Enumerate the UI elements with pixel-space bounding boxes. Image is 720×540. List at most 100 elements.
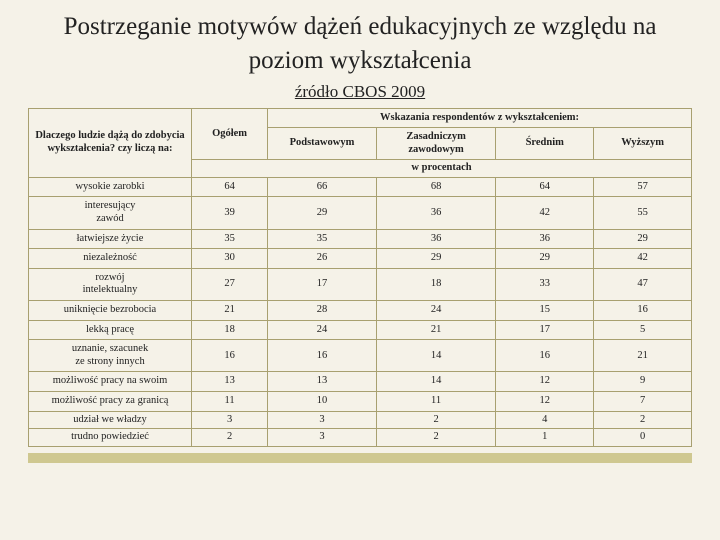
question-header: Dlaczego ludzie dążą do zdobycia wykszta… [29, 108, 192, 177]
table-row: lekką pracę182421175 [29, 320, 692, 340]
cell-value: 15 [496, 301, 594, 321]
cell-value: 36 [496, 229, 594, 249]
cell-value: 7 [594, 392, 692, 412]
cell-value: 26 [268, 249, 377, 269]
cell-value: 11 [192, 392, 268, 412]
cell-value: 28 [268, 301, 377, 321]
col-header-podstawowym: Podstawowym [268, 128, 377, 160]
cell-value: 0 [594, 429, 692, 447]
col-header-zasadniczym: Zasadniczym zawodowym [376, 128, 496, 160]
cell-value: 39 [192, 197, 268, 229]
cell-value: 14 [376, 340, 496, 372]
slide: Postrzeganie motywów dążeń edukacyjnych … [0, 0, 720, 540]
table-row: wysokie zarobki6466686457 [29, 177, 692, 197]
col-header-srednim: Średnim [496, 128, 594, 160]
table-row: trudno powiedzieć23210 [29, 429, 692, 447]
cell-value: 29 [376, 249, 496, 269]
header-row-1: Dlaczego ludzie dążą do zdobycia wykszta… [29, 108, 692, 128]
table-row: niezależność3026292942 [29, 249, 692, 269]
row-label: możliwość pracy za granicą [29, 392, 192, 412]
cell-value: 64 [496, 177, 594, 197]
cell-value: 4 [496, 411, 594, 429]
row-label: udział we władzy [29, 411, 192, 429]
cell-value: 57 [594, 177, 692, 197]
cell-value: 42 [496, 197, 594, 229]
cell-value: 66 [268, 177, 377, 197]
page-subtitle: źródło CBOS 2009 [28, 82, 692, 102]
cell-value: 16 [268, 340, 377, 372]
cell-value: 24 [376, 301, 496, 321]
cell-value: 36 [376, 197, 496, 229]
cell-value: 64 [192, 177, 268, 197]
table-row: udział we władzy33242 [29, 411, 692, 429]
cell-value: 47 [594, 268, 692, 300]
cell-value: 2 [192, 429, 268, 447]
cell-value: 11 [376, 392, 496, 412]
cell-value: 12 [496, 392, 594, 412]
cell-value: 2 [594, 411, 692, 429]
overall-header: Ogółem [192, 108, 268, 160]
cell-value: 21 [192, 301, 268, 321]
cell-value: 3 [268, 429, 377, 447]
table-row: łatwiejsze życie3535363629 [29, 229, 692, 249]
page-title: Postrzeganie motywów dążeń edukacyjnych … [28, 10, 692, 78]
cell-value: 13 [192, 372, 268, 392]
footer-block [28, 453, 692, 463]
cell-value: 17 [268, 268, 377, 300]
row-label: uniknięcie bezrobocia [29, 301, 192, 321]
cell-value: 12 [496, 372, 594, 392]
unit-header: w procentach [192, 160, 692, 178]
cell-value: 2 [376, 411, 496, 429]
cell-value: 33 [496, 268, 594, 300]
cell-value: 36 [376, 229, 496, 249]
cell-value: 18 [192, 320, 268, 340]
row-label: łatwiejsze życie [29, 229, 192, 249]
row-label: niezależność [29, 249, 192, 269]
cell-value: 35 [192, 229, 268, 249]
row-label: trudno powiedzieć [29, 429, 192, 447]
cell-value: 9 [594, 372, 692, 392]
table-head: Dlaczego ludzie dążą do zdobycia wykszta… [29, 108, 692, 177]
cell-value: 68 [376, 177, 496, 197]
table-row: uniknięcie bezrobocia2128241516 [29, 301, 692, 321]
cell-value: 14 [376, 372, 496, 392]
table-row: interesującyzawód3929364255 [29, 197, 692, 229]
col-header-wyzszym: Wyższym [594, 128, 692, 160]
cell-value: 35 [268, 229, 377, 249]
table-row: możliwość pracy na swoim131314129 [29, 372, 692, 392]
cell-value: 17 [496, 320, 594, 340]
cell-value: 1 [496, 429, 594, 447]
cell-value: 42 [594, 249, 692, 269]
cell-value: 27 [192, 268, 268, 300]
cell-value: 21 [594, 340, 692, 372]
respondents-header: Wskazania respondentów z wykształceniem: [268, 108, 692, 128]
cell-value: 13 [268, 372, 377, 392]
table-row: rozwójintelektualny2717183347 [29, 268, 692, 300]
row-label: możliwość pracy na swoim [29, 372, 192, 392]
data-table: Dlaczego ludzie dążą do zdobycia wykszta… [28, 108, 692, 447]
cell-value: 21 [376, 320, 496, 340]
table-row: możliwość pracy za granicą111011127 [29, 392, 692, 412]
cell-value: 29 [594, 229, 692, 249]
row-label: interesującyzawód [29, 197, 192, 229]
table-row: uznanie, szacunekze strony innych1616141… [29, 340, 692, 372]
cell-value: 24 [268, 320, 377, 340]
cell-value: 5 [594, 320, 692, 340]
cell-value: 3 [268, 411, 377, 429]
row-label: uznanie, szacunekze strony innych [29, 340, 192, 372]
row-label: rozwójintelektualny [29, 268, 192, 300]
row-label: lekką pracę [29, 320, 192, 340]
cell-value: 3 [192, 411, 268, 429]
cell-value: 30 [192, 249, 268, 269]
cell-value: 2 [376, 429, 496, 447]
cell-value: 29 [496, 249, 594, 269]
row-label: wysokie zarobki [29, 177, 192, 197]
cell-value: 16 [192, 340, 268, 372]
cell-value: 16 [496, 340, 594, 372]
cell-value: 10 [268, 392, 377, 412]
table-body: wysokie zarobki6466686457interesującyzaw… [29, 177, 692, 446]
cell-value: 16 [594, 301, 692, 321]
cell-value: 29 [268, 197, 377, 229]
cell-value: 55 [594, 197, 692, 229]
cell-value: 18 [376, 268, 496, 300]
